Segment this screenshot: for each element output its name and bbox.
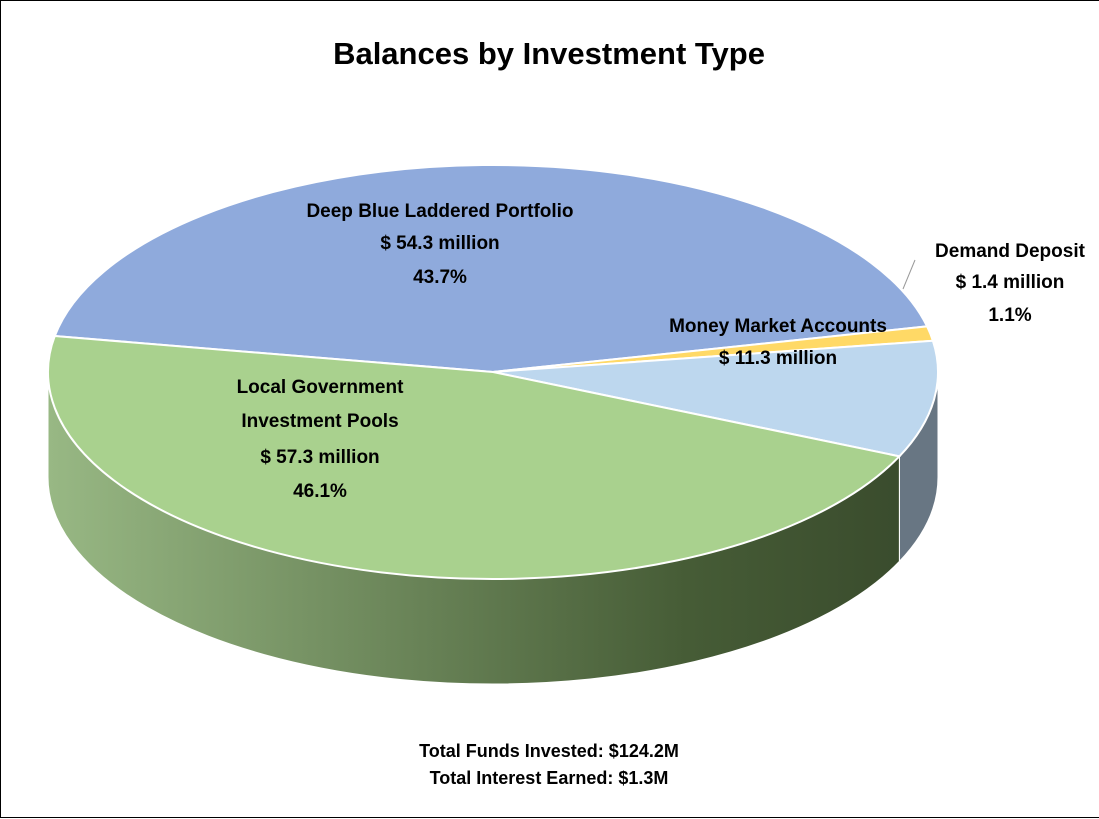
annotation: Total Interest Earned: $1.3M	[430, 768, 669, 788]
data-label: $ 1.4 million	[956, 272, 1065, 293]
slice	[492, 339, 939, 458]
data-label: Demand Deposit	[935, 241, 1086, 262]
data-label: Investment Pools	[241, 411, 398, 432]
data-label: $ 11.3 million	[719, 348, 837, 369]
leader-line	[902, 259, 916, 290]
slice	[53, 164, 929, 374]
data-label: Local Government	[237, 377, 404, 398]
data-label: $ 57.3 million	[260, 447, 379, 468]
data-label: 43.7%	[413, 267, 467, 288]
chart-title: Balances by Investment Type	[333, 36, 765, 71]
data-label: 46.1%	[293, 481, 347, 502]
annotation: Total Funds Invested: $124.2M	[419, 741, 679, 761]
slice	[47, 334, 902, 580]
data-label: 1.1%	[988, 305, 1031, 326]
data-label: $ 54.3 million	[380, 233, 499, 254]
data-label: Money Market Accounts	[669, 316, 887, 337]
data-label: Deep Blue Laddered Portfolio	[306, 201, 573, 222]
